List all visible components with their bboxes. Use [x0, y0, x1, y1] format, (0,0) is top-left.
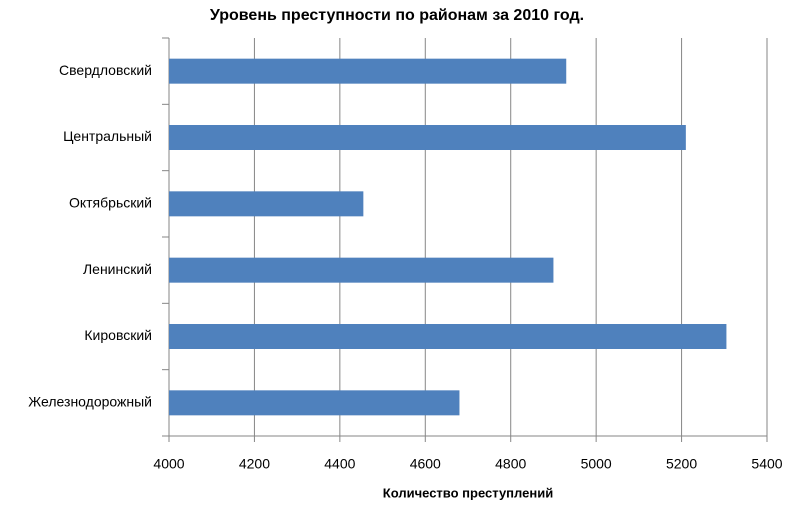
x-tick-label: 4800: [495, 456, 526, 472]
x-tick-label: 4200: [239, 456, 270, 472]
bar: [169, 390, 460, 416]
x-tick-label: 4600: [410, 456, 441, 472]
bar: [169, 58, 567, 84]
x-tick-label: 5000: [581, 456, 612, 472]
bar: [169, 191, 364, 217]
x-axis-title: Количество преступлений: [383, 485, 553, 500]
bar: [169, 324, 727, 349]
chart-title: Уровень преступности по районам за 2010 …: [210, 7, 584, 24]
bar: [169, 257, 554, 283]
y-tick-label: Свердловский: [59, 62, 152, 78]
y-tick-label: Ленинский: [83, 261, 152, 277]
x-tick-label: 5400: [751, 456, 782, 472]
x-tick-label: 4400: [324, 456, 355, 472]
y-tick-label: Октябрьский: [69, 195, 152, 211]
bar: [169, 125, 686, 150]
x-tick-label: 4000: [153, 456, 184, 472]
y-tick-label: Центральный: [63, 128, 152, 144]
x-tick-label: 5200: [666, 456, 697, 472]
y-tick-label: Кировский: [84, 327, 152, 343]
y-tick-label: Железнодорожный: [28, 394, 152, 410]
